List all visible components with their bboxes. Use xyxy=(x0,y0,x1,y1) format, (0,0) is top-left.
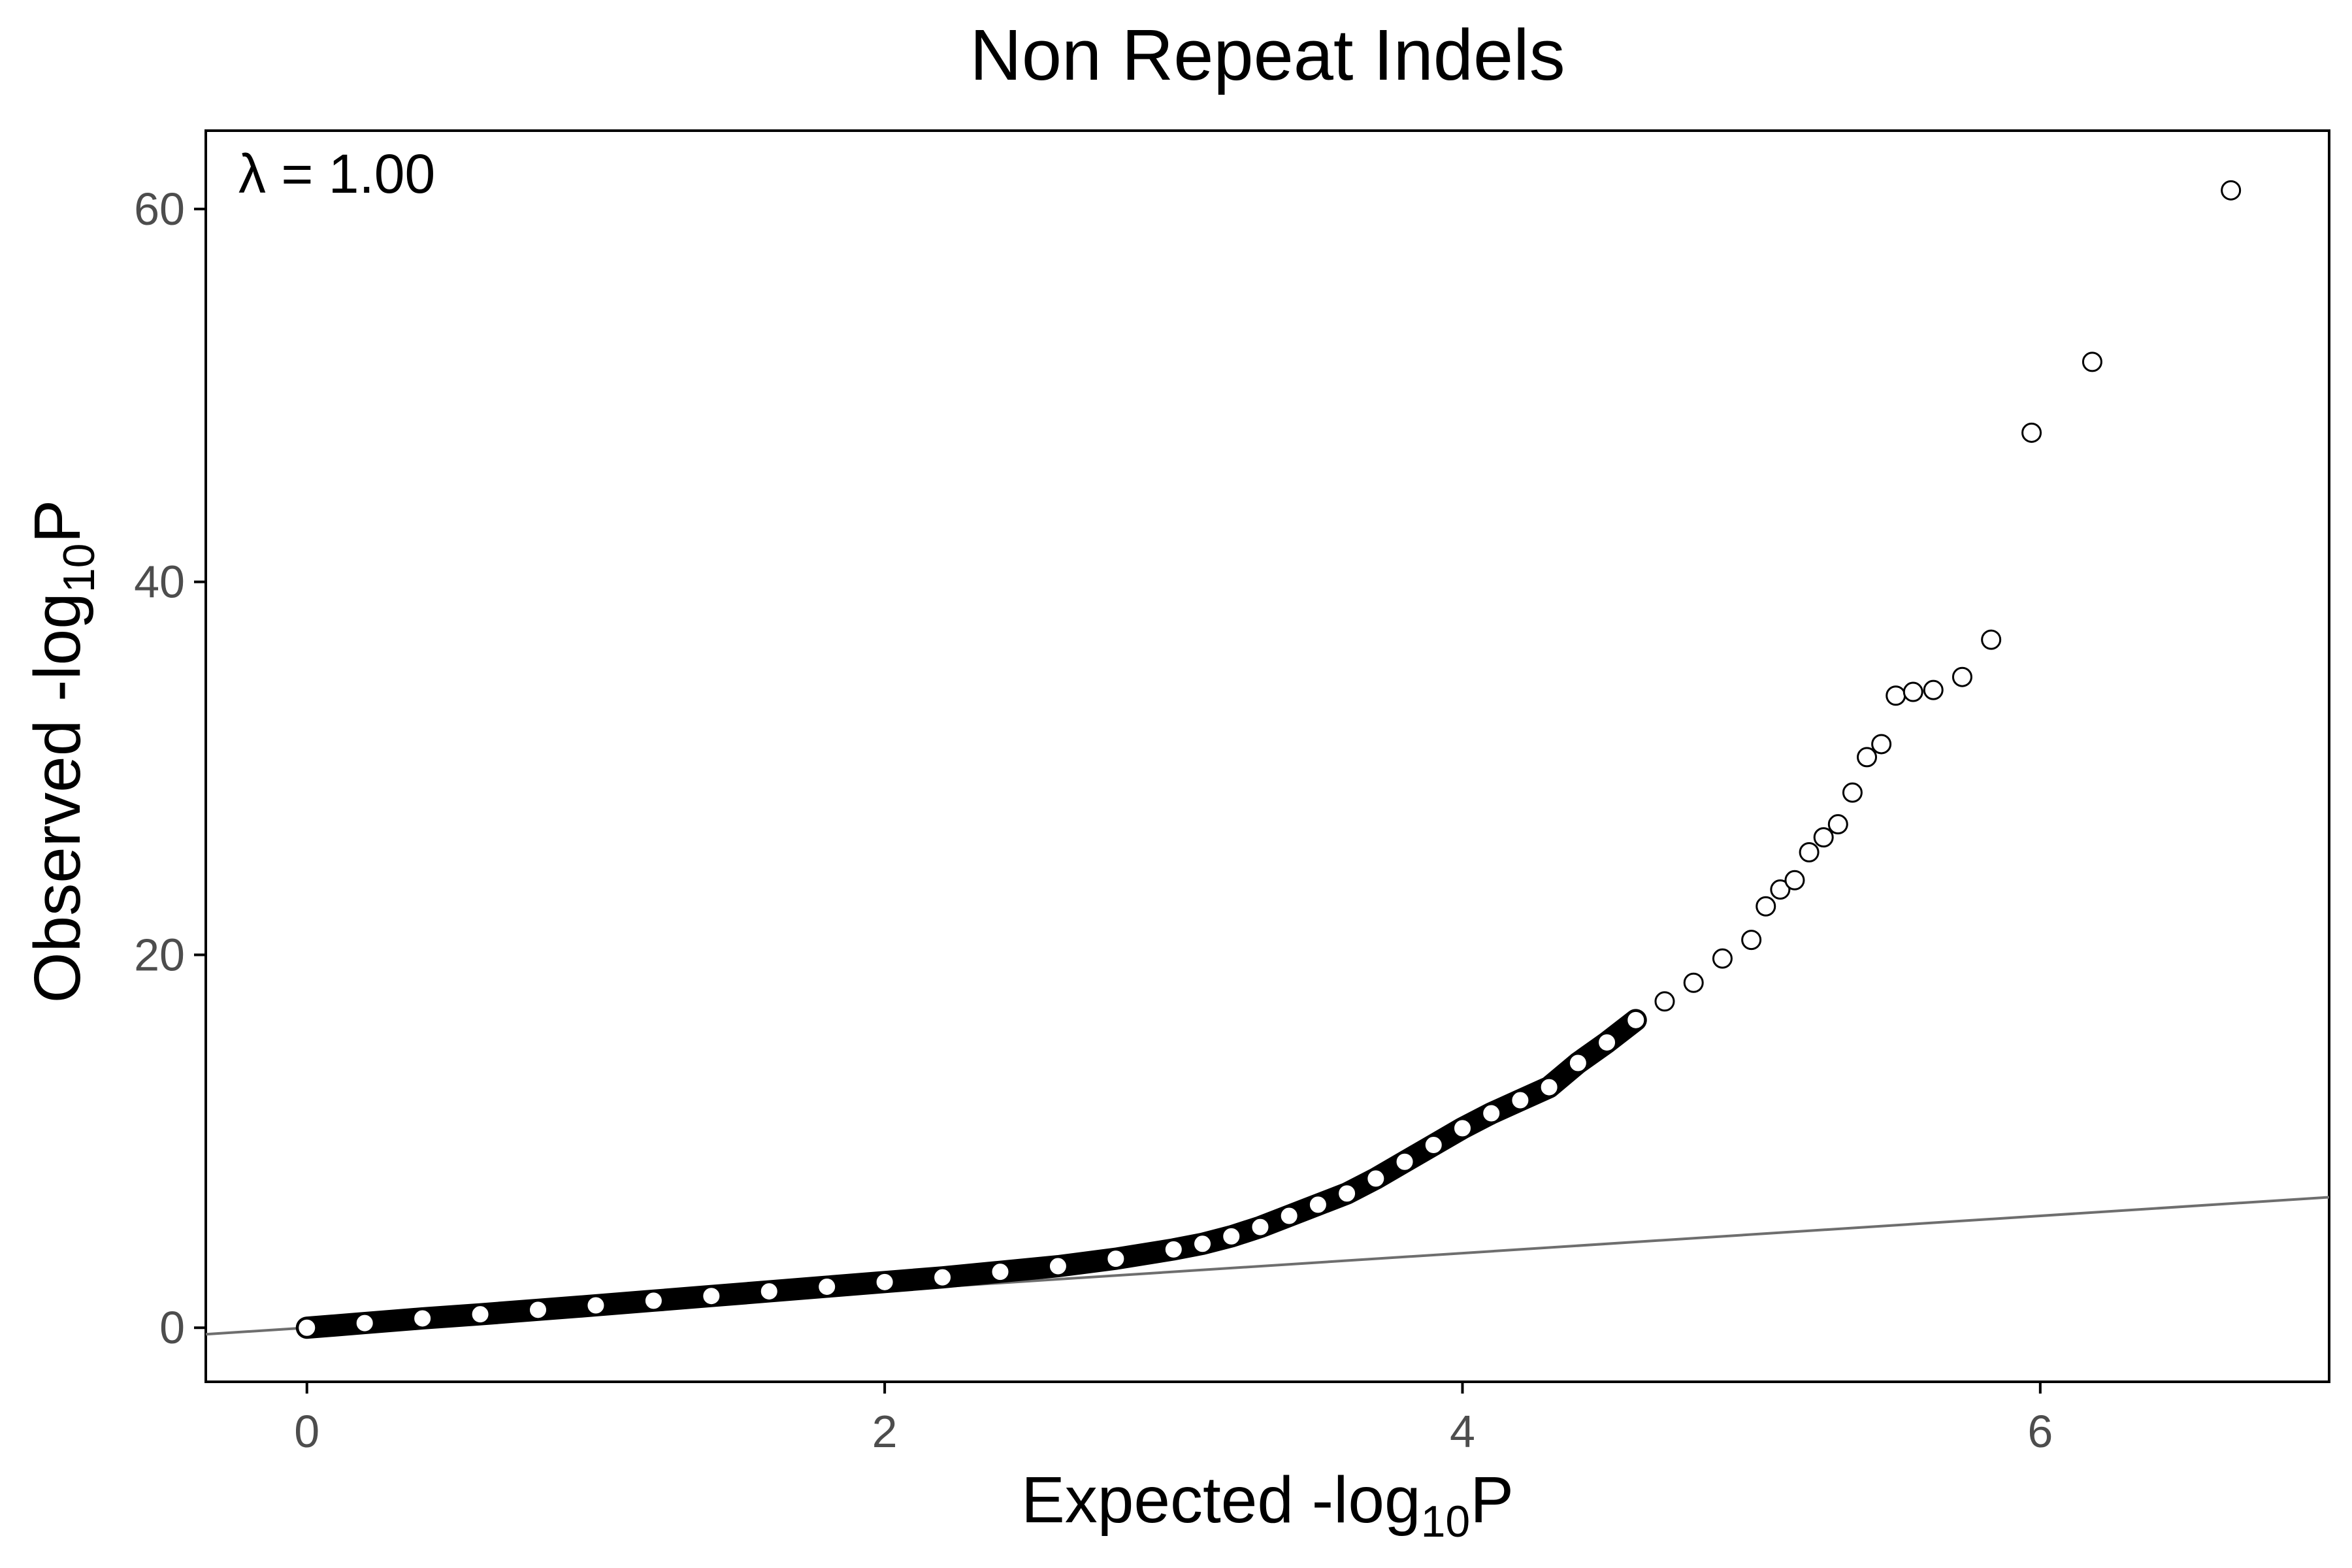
y-axis-label: Observed -log10P xyxy=(21,500,104,1003)
data-point xyxy=(1654,991,1675,1012)
data-point xyxy=(412,1308,433,1329)
data-point xyxy=(585,1295,606,1316)
data-point xyxy=(1952,666,1972,687)
data-point xyxy=(643,1290,664,1311)
y-tick-label: 0 xyxy=(159,1302,185,1353)
x-tick-label: 6 xyxy=(2027,1406,2053,1457)
data-point xyxy=(1770,879,1791,900)
data-point xyxy=(1307,1194,1328,1215)
x-axis-label: Expected -log10P xyxy=(1021,1463,1514,1546)
data-point xyxy=(2021,422,2042,443)
y-axis-ticks: 0 20 40 60 xyxy=(134,184,206,1353)
data-point xyxy=(354,1313,375,1333)
data-point xyxy=(1539,1077,1560,1098)
data-point xyxy=(1799,841,1820,862)
data-point xyxy=(1047,1256,1068,1277)
data-point xyxy=(1784,870,1805,890)
data-point xyxy=(1567,1053,1588,1073)
data-point xyxy=(1394,1151,1415,1172)
data-point xyxy=(1813,827,1834,848)
x-tick-label: 0 xyxy=(294,1406,319,1457)
y-axis-label-tail: P xyxy=(21,500,94,544)
data-point xyxy=(759,1281,779,1302)
data-point xyxy=(1827,814,1848,835)
data-point xyxy=(2082,351,2102,372)
x-tick-label: 2 xyxy=(872,1406,898,1457)
x-tick-label: 4 xyxy=(1450,1406,1475,1457)
data-point xyxy=(1337,1183,1358,1204)
data-point xyxy=(874,1271,895,1292)
data-point xyxy=(1105,1249,1126,1269)
data-point xyxy=(1981,629,2002,650)
y-axis-label-subscript: 10 xyxy=(54,543,104,593)
data-point xyxy=(1871,734,1892,755)
data-point xyxy=(1842,782,1863,803)
data-point xyxy=(1625,1009,1646,1030)
data-point xyxy=(1192,1233,1213,1254)
data-point xyxy=(1857,747,1878,768)
data-point xyxy=(1923,679,1944,700)
data-point xyxy=(528,1299,549,1320)
data-point xyxy=(1221,1226,1242,1247)
y-tick-label: 20 xyxy=(134,929,185,980)
chart-title: Non Repeat Indels xyxy=(970,15,1565,95)
data-point xyxy=(990,1262,1011,1282)
data-point xyxy=(1163,1239,1184,1260)
data-point xyxy=(1279,1205,1299,1226)
data-point xyxy=(1903,681,1923,702)
data-point xyxy=(1712,948,1733,969)
data-point xyxy=(701,1286,722,1307)
data-point xyxy=(817,1276,838,1297)
data-point xyxy=(1683,972,1704,993)
data-point xyxy=(1597,1032,1618,1053)
data-point xyxy=(297,1317,318,1338)
y-axis-label-main: Observed -log xyxy=(21,593,94,1003)
y-tick-label: 60 xyxy=(134,184,185,235)
x-axis-ticks: 0 2 4 6 xyxy=(294,1382,2053,1457)
data-point xyxy=(1481,1103,1502,1124)
y-tick-label: 40 xyxy=(134,557,185,608)
data-point xyxy=(1423,1135,1444,1156)
data-point xyxy=(1756,896,1776,917)
data-point xyxy=(1365,1168,1386,1189)
data-points xyxy=(295,180,2242,1339)
x-axis-label-tail: P xyxy=(1470,1463,1514,1537)
data-point xyxy=(932,1267,953,1288)
data-point xyxy=(1452,1118,1473,1139)
data-point xyxy=(1510,1090,1531,1111)
data-point xyxy=(2221,180,2242,201)
x-axis-label-subscript: 10 xyxy=(1421,1497,1471,1546)
data-point xyxy=(1250,1217,1271,1237)
data-point xyxy=(470,1304,491,1325)
lambda-annotation: λ = 1.00 xyxy=(238,143,435,204)
data-point xyxy=(1741,930,1762,951)
dense-points-band xyxy=(295,1009,1647,1339)
plot-border xyxy=(204,129,2330,1383)
x-axis-label-main: Expected -log xyxy=(1021,1463,1420,1537)
plot-area xyxy=(204,129,2330,1383)
data-point xyxy=(1886,685,1906,706)
